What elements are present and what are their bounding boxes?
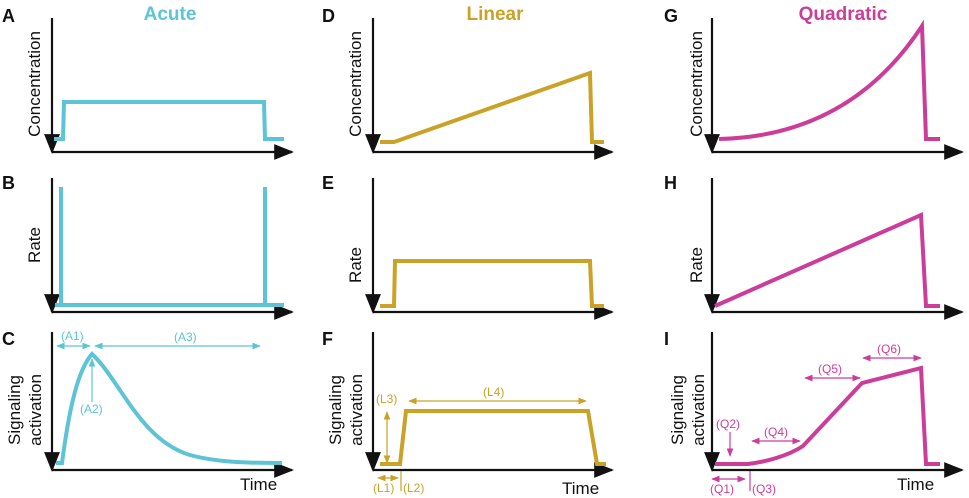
xlabel-time-i: Time — [897, 475, 934, 494]
annotation-label-q6: (Q6) — [877, 342, 901, 356]
axis-b — [52, 178, 292, 312]
panel-letter-e: E — [322, 173, 334, 193]
acute-rate-curve — [55, 187, 284, 307]
ylabel-rate-e: Rate — [346, 247, 365, 283]
acute-concentration-curve — [54, 100, 284, 141]
annotation-label-a3: (A3) — [174, 330, 197, 344]
ylabel-activation-c: activation — [26, 374, 45, 446]
xlabel-time-f: Time — [562, 479, 599, 498]
panel-letter-f: F — [322, 329, 333, 349]
axes-quadratic — [712, 18, 962, 470]
panel-letter-b: B — [2, 173, 15, 193]
ylabel-signaling-f: Signaling — [326, 375, 345, 445]
annotation-label-l1: (L1) — [373, 481, 394, 495]
axis-e — [373, 178, 612, 312]
panel-letter-i: I — [664, 329, 669, 349]
quadratic-concentration-curve — [718, 19, 940, 141]
axis-c — [52, 332, 292, 470]
quadratic-signaling-curve — [715, 365, 940, 466]
annotation-label-q4: (Q4) — [764, 425, 788, 439]
annotation-label-l3: (L3) — [376, 392, 397, 406]
ylabel-concentration-g: Concentration — [687, 31, 706, 137]
ylabel-concentration-a: Concentration — [25, 31, 44, 137]
ylabel-signaling-i: Signaling — [668, 375, 687, 445]
quadratic-column-title: Quadratic — [799, 4, 888, 25]
axes-acute — [52, 18, 292, 470]
panel-letter-a: A — [2, 6, 15, 26]
annotation-label-q2: (Q2) — [716, 417, 740, 431]
axis-a — [52, 18, 292, 152]
annotation-label-q5: (Q5) — [818, 362, 842, 376]
axis-g — [712, 18, 962, 152]
ylabel-rate-h: Rate — [687, 247, 706, 283]
quadratic-rate-curve — [714, 212, 940, 308]
axis-h — [712, 178, 962, 312]
annotation-label-a1: (A1) — [61, 329, 84, 343]
linear-concentration-curve — [380, 70, 604, 144]
ylabel-activation-i: activation — [689, 374, 708, 446]
panel-letter-g: G — [664, 6, 678, 26]
ylabel-signaling-c: Signaling — [5, 375, 24, 445]
acute-column-title: Acute — [144, 4, 197, 25]
panel-letter-c: C — [2, 329, 15, 349]
quadratic-annotations: (Q2) (Q1) (Q3) (Q4) (Q5) (Q6) — [710, 342, 922, 496]
ylabel-rate-b: Rate — [25, 227, 44, 263]
annotation-label-a2: (A2) — [80, 402, 103, 416]
panel-letter-h: H — [664, 173, 677, 193]
axis-i — [712, 332, 962, 470]
axis-d — [373, 18, 612, 152]
acute-signaling-curve — [56, 351, 283, 465]
axes-linear — [373, 18, 612, 470]
ylabel-concentration-d: Concentration — [346, 31, 365, 137]
acute-annotations: (A1) (A3) (A2) — [56, 329, 261, 416]
linear-annotations: (L3) (L4) (L1) (L2) — [373, 385, 587, 495]
annotation-label-q3: (Q3) — [752, 482, 776, 496]
annotation-label-l2: (L2) — [403, 481, 424, 495]
linear-signaling-curve — [380, 409, 606, 466]
annotation-label-q1: (Q1) — [710, 482, 734, 496]
annotation-label-l4: (L4) — [483, 385, 504, 399]
ylabel-activation-f: activation — [347, 374, 366, 446]
linear-column-title: Linear — [466, 4, 524, 25]
panel-letter-d: D — [322, 6, 335, 26]
linear-rate-curve — [380, 259, 604, 308]
xlabel-time-c: Time — [240, 475, 277, 494]
axis-f — [373, 332, 612, 470]
